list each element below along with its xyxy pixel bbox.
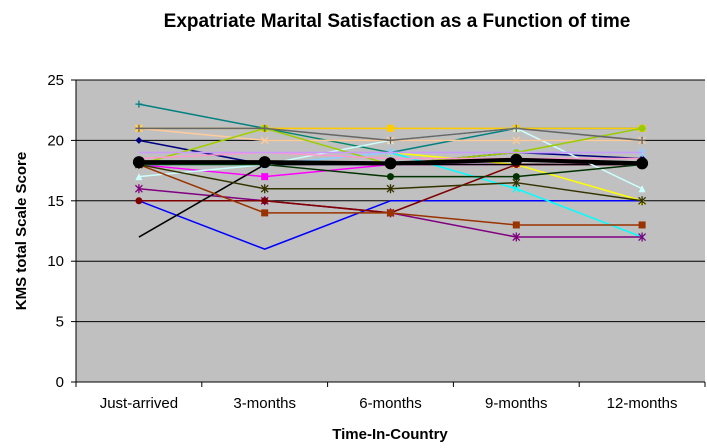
x-tick-label: 6-months xyxy=(359,395,422,412)
x-tick-label: Just-arrived xyxy=(100,395,178,412)
series-21 xyxy=(132,153,649,170)
circle-marker xyxy=(261,197,269,205)
x-marker xyxy=(512,136,521,145)
mean-marker xyxy=(384,157,397,170)
plus-marker xyxy=(512,124,520,132)
square-marker xyxy=(512,221,520,229)
y-tick-label: 10 xyxy=(47,253,64,270)
series-1 xyxy=(138,200,643,250)
circle-marker xyxy=(512,173,520,181)
series-line xyxy=(138,200,643,250)
plus-marker xyxy=(135,100,143,108)
square-marker xyxy=(387,209,394,217)
y-tick-label: 0 xyxy=(56,374,64,391)
plus-marker xyxy=(638,136,646,144)
circle-marker xyxy=(135,197,143,205)
y-axis-label: KMS total Scale Score xyxy=(13,152,30,310)
triangle-marker xyxy=(135,173,143,181)
square-marker xyxy=(638,221,646,229)
mean-marker xyxy=(258,156,271,169)
y-tick-label: 20 xyxy=(47,132,64,149)
series-15 xyxy=(135,124,646,144)
mean-marker xyxy=(636,157,649,170)
x-tick-label: 3-months xyxy=(233,395,296,412)
x-axis-label: Time-In-Country xyxy=(332,426,448,443)
diamond-marker xyxy=(135,136,143,144)
chart-title: Expatriate Marital Satisfaction as a Fun… xyxy=(164,11,631,32)
star-marker xyxy=(512,232,521,242)
star-marker xyxy=(386,184,395,194)
y-tick-label: 15 xyxy=(47,193,64,210)
x-tick-label: 12-months xyxy=(607,395,678,412)
x-marker xyxy=(260,136,269,145)
series-layer xyxy=(132,100,649,250)
axes: 0 5 10 15 20 25 Just-arrived 3-months 6-months 9-… xyxy=(47,72,706,412)
mean-marker xyxy=(510,153,523,166)
circle-marker xyxy=(387,173,394,181)
plus-marker xyxy=(261,124,269,132)
x-marker xyxy=(512,184,521,193)
triangle-marker xyxy=(638,185,646,193)
square-marker xyxy=(261,173,269,181)
star-marker xyxy=(638,232,647,242)
square-marker xyxy=(387,124,394,132)
circle-marker xyxy=(638,124,646,132)
mean-marker xyxy=(132,156,145,169)
star-marker xyxy=(134,184,143,194)
y-tick-label: 5 xyxy=(56,314,64,331)
star-marker xyxy=(260,184,269,194)
x-tick-label: 9-months xyxy=(485,395,548,412)
star-marker xyxy=(638,196,647,206)
plus-marker xyxy=(135,124,143,132)
square-marker xyxy=(261,209,269,217)
plus-marker xyxy=(387,136,394,144)
y-tick-label: 25 xyxy=(47,72,64,89)
